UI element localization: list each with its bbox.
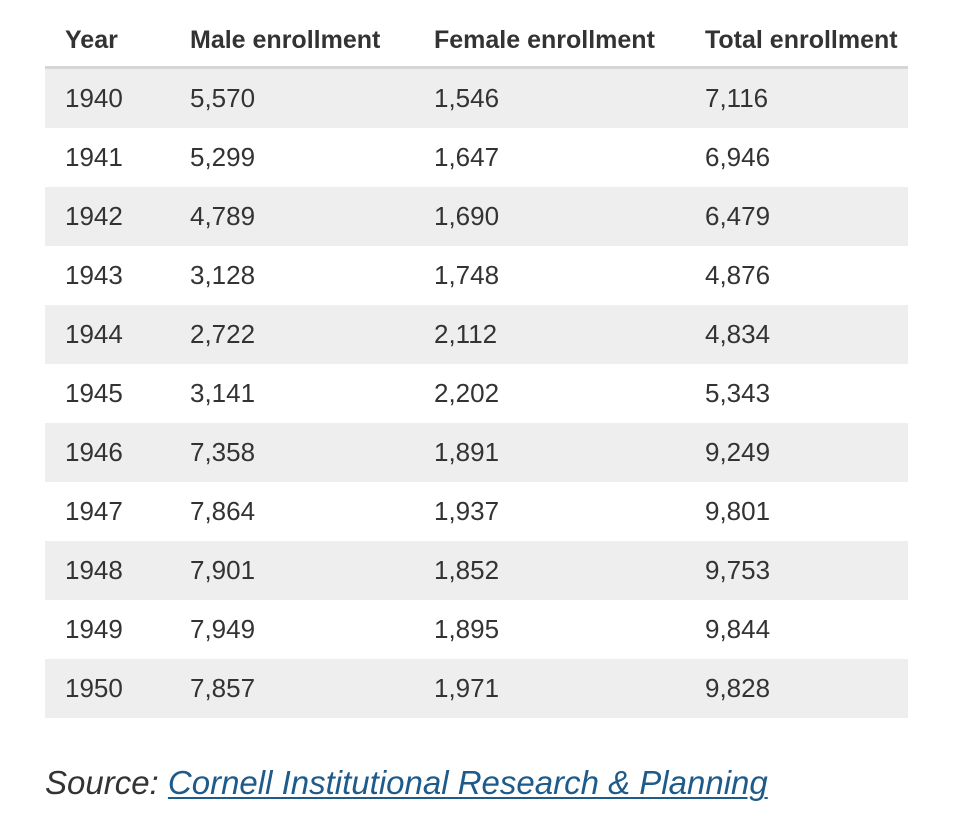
cell-year: 1941 xyxy=(65,142,123,172)
enrollment-table: Year Male enrollment Female enrollment T… xyxy=(45,14,908,718)
cell-year: 1940 xyxy=(45,67,190,128)
cell-female-enrollment: 1,748 xyxy=(434,260,500,290)
table-row: 1942 4,789 1,690 6,479 xyxy=(45,187,908,246)
header-male-enrollment: Male enrollment xyxy=(190,14,434,69)
cell-total-enrollment: 9,249 xyxy=(705,423,908,482)
cell-year: 1942 xyxy=(45,187,190,246)
table-header: Year Male enrollment Female enrollment T… xyxy=(45,14,908,69)
enrollment-table-container: Year Male enrollment Female enrollment T… xyxy=(45,14,908,718)
cell-total-enrollment: 9,753 xyxy=(705,541,908,600)
cell-total-enrollment: 9,801 xyxy=(705,496,771,526)
table-row: 1948 7,901 1,852 9,753 xyxy=(45,541,908,600)
table-row: 1940 5,570 1,546 7,116 xyxy=(45,67,908,128)
table-row: 1949 7,949 1,895 9,844 xyxy=(45,600,908,659)
cell-female-enrollment: 1,895 xyxy=(434,614,500,644)
source-link[interactable]: Cornell Institutional Research & Plannin… xyxy=(167,764,768,801)
cell-year: 1947 xyxy=(65,496,123,526)
cell-male-enrollment: 5,299 xyxy=(190,142,256,172)
cell-total-enrollment: 7,116 xyxy=(705,67,908,128)
cell-year: 1950 xyxy=(45,659,190,718)
cell-total-enrollment: 9,828 xyxy=(705,659,908,718)
cell-total-enrollment: 4,834 xyxy=(705,305,908,364)
cell-total-enrollment: 9,844 xyxy=(705,614,771,644)
table-body: 1940 5,570 1,546 7,116 1941 5,299 1,647 6,946 19… xyxy=(45,67,908,718)
cell-male-enrollment: 7,901 xyxy=(190,541,434,600)
header-total-enrollment: Total enrollment xyxy=(705,14,908,69)
table-row: 1947 7,864 1,937 9,801 xyxy=(45,482,908,541)
cell-female-enrollment: 1,690 xyxy=(434,187,705,246)
cell-total-enrollment: 5,343 xyxy=(705,378,771,408)
cell-male-enrollment: 4,789 xyxy=(190,187,434,246)
table-row: 1945 3,141 2,202 5,343 xyxy=(45,364,908,423)
cell-year: 1948 xyxy=(45,541,190,600)
source-label: Source: xyxy=(45,764,159,801)
table-row: 1943 3,128 1,748 4,876 xyxy=(45,246,908,305)
cell-female-enrollment: 1,647 xyxy=(434,142,500,172)
cell-total-enrollment: 6,946 xyxy=(705,142,771,172)
cell-total-enrollment: 4,876 xyxy=(705,260,771,290)
table-row: 1941 5,299 1,647 6,946 xyxy=(45,128,908,187)
table-row: 1950 7,857 1,971 9,828 xyxy=(45,659,908,718)
cell-female-enrollment: 1,971 xyxy=(434,659,705,718)
cell-year: 1946 xyxy=(45,423,190,482)
header-row: Year Male enrollment Female enrollment T… xyxy=(45,14,908,69)
cell-female-enrollment: 1,852 xyxy=(434,541,705,600)
cell-female-enrollment: 1,891 xyxy=(434,423,705,482)
cell-male-enrollment: 7,864 xyxy=(190,496,256,526)
cell-total-enrollment: 6,479 xyxy=(705,187,908,246)
table-row: 1944 2,722 2,112 4,834 xyxy=(45,305,908,364)
cell-year: 1943 xyxy=(65,260,123,290)
source-caption: Source: Cornell Institutional Research &… xyxy=(45,764,768,802)
cell-year: 1949 xyxy=(65,614,123,644)
header-female-enrollment: Female enrollment xyxy=(434,14,705,69)
cell-male-enrollment: 7,857 xyxy=(190,659,434,718)
cell-year: 1944 xyxy=(45,305,190,364)
cell-female-enrollment: 2,202 xyxy=(434,378,500,408)
table-row: 1946 7,358 1,891 9,249 xyxy=(45,423,908,482)
cell-male-enrollment: 5,570 xyxy=(190,67,434,128)
cell-male-enrollment: 2,722 xyxy=(190,305,434,364)
cell-female-enrollment: 2,112 xyxy=(434,305,705,364)
cell-male-enrollment: 3,141 xyxy=(190,378,256,408)
cell-year: 1945 xyxy=(65,378,123,408)
cell-male-enrollment: 7,949 xyxy=(190,614,256,644)
cell-female-enrollment: 1,546 xyxy=(434,67,705,128)
cell-male-enrollment: 7,358 xyxy=(190,423,434,482)
cell-male-enrollment: 3,128 xyxy=(190,260,256,290)
cell-female-enrollment: 1,937 xyxy=(434,496,500,526)
header-year: Year xyxy=(45,14,190,69)
